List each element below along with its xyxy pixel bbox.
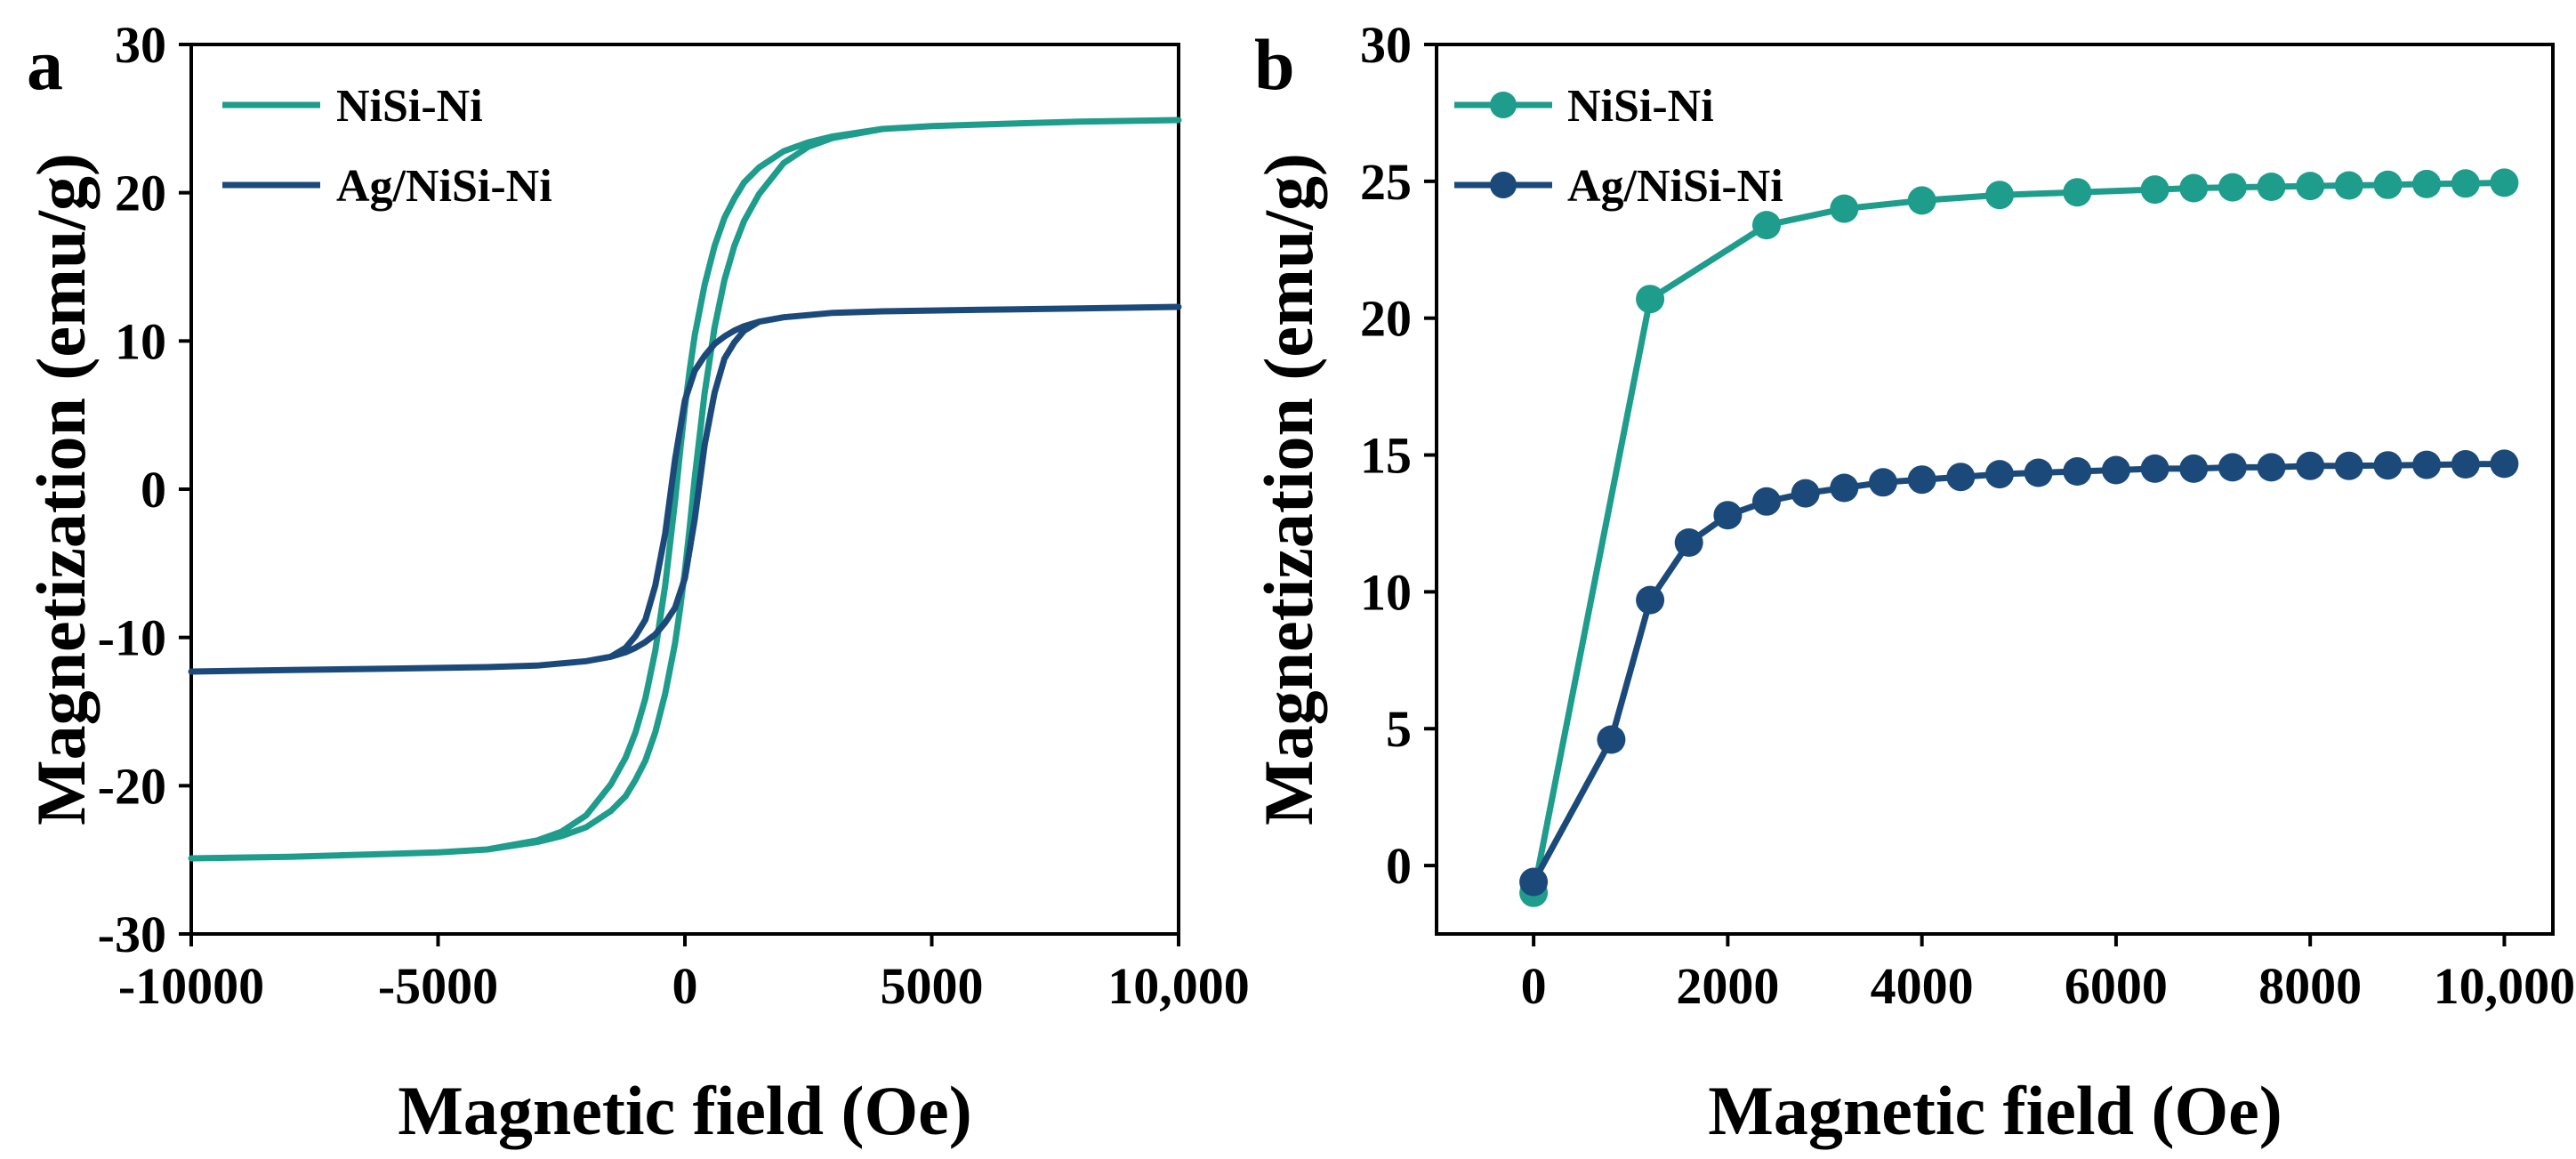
panel-b-data-point-nisi-ni (2257, 173, 2286, 201)
panel-b-data-point-ag-nisi-ni (1907, 465, 1936, 495)
panel-b-legend-label-ag-nisi-ni: Ag/NiSi-Ni (1567, 161, 1783, 212)
panel-b-data-point-nisi-ni (2063, 178, 2092, 207)
panel-b-y-tick-label: 5 (1386, 700, 1412, 758)
panel-a-y-tick-label: 20 (115, 165, 166, 222)
panel-b-legend-marker-ag-nisi-ni (1490, 172, 1517, 198)
panel-b-y-tick-label: 25 (1360, 153, 1412, 211)
panel-a-axes: -10000 -5000 0 5000 10,000 -30 -20 -10 0 10 20 30 (98, 16, 1250, 1015)
panel-b-legend-marker-nisi-ni (1490, 92, 1517, 118)
panel-b-data-point-ag-nisi-ni (1985, 460, 2014, 489)
panel-b-data-point-ag-nisi-ni (1597, 725, 1626, 754)
panel-b-data-point-nisi-ni (2296, 172, 2325, 201)
panel-b-plot-frame (1435, 43, 2555, 936)
panel-b-data-point-nisi-ni (2218, 173, 2247, 202)
panel-b-data-point-nisi-ni (2179, 173, 2209, 203)
panel-b-data-point-ag-nisi-ni (1713, 501, 1743, 530)
panel-b-data-point-ag-nisi-ni (2101, 455, 2130, 485)
panel-b-data-point-ag-nisi-ni (2257, 453, 2286, 482)
panel-b-series-line-ag-nisi-ni (1530, 460, 2508, 885)
panel-a-series-group (188, 117, 1182, 862)
panel-b-data-point-ag-nisi-ni (2412, 450, 2442, 479)
panel-a-series-line-nisi-ni (188, 117, 1182, 862)
panel-b-data-point-nisi-ni (2490, 168, 2519, 197)
panel-b-legend-label-nisi-ni: NiSi-Ni (1567, 81, 1714, 132)
panel-a-legend-label-ag-nisi-ni: Ag/NiSi-Ni (336, 161, 552, 212)
panel-a-label: a (27, 24, 63, 105)
panel-b-y-tick-label: 20 (1360, 290, 1412, 348)
panel-b-series-group (1519, 168, 2519, 907)
panel-a-x-tick-label: 5000 (881, 957, 984, 1015)
panel-b-data-point-ag-nisi-ni (2451, 450, 2480, 479)
panel-b-y-axis-title: Magnetization (emu/g) (1250, 153, 1327, 825)
panel-b-data-point-ag-nisi-ni (2179, 454, 2209, 483)
panel-a-x-axis-title: Magnetic field (Oe) (398, 1072, 971, 1149)
panel-b-data-point-ag-nisi-ni (2140, 454, 2169, 483)
panel-b-data-point-nisi-ni (1752, 211, 1781, 240)
panel-b-y-tick-label: 10 (1360, 563, 1412, 621)
panel-b-data-point-nisi-ni (1985, 181, 2014, 210)
panel-a-legend-label-nisi-ni: NiSi-Ni (336, 81, 483, 132)
panel-b-data-point-ag-nisi-ni (2490, 449, 2519, 479)
panel-b-data-point-ag-nisi-ni (2296, 451, 2325, 480)
panel-b-x-tick-label: 8000 (2258, 957, 2362, 1015)
panel-b-x-tick-label: 2000 (1676, 957, 1779, 1015)
panel-a-y-tick-label: -10 (98, 609, 166, 667)
panel-b-x-axis-title: Magnetic field (Oe) (1708, 1072, 2282, 1149)
panel-a-y-axis-title: Magnetization (emu/g) (22, 153, 100, 825)
panel-a-y-tick-label: 0 (141, 461, 166, 519)
panel-a-y-tick-label: -30 (98, 905, 166, 963)
panel-b-x-tick-label: 4000 (1871, 957, 1974, 1015)
panel-b-y-tick-label: 0 (1386, 837, 1412, 895)
panel-b-data-point-nisi-ni (2140, 175, 2169, 205)
panel-b-x-tick-label: 6000 (2065, 957, 2168, 1015)
panel-b: b 0 2000 4000 6000 8000 10,000 0 5 10 15 20 25 30 Ni… (1250, 16, 2575, 1149)
panel-b-data-point-ag-nisi-ni (2218, 453, 2247, 482)
panel-b-x-tick-label: 10,000 (2434, 957, 2576, 1015)
panel-b-data-point-nisi-ni (2373, 170, 2403, 199)
panel-a-x-tick-label: -5000 (378, 957, 498, 1015)
panel-b-data-point-nisi-ni (1636, 285, 1665, 314)
panel-b-data-point-ag-nisi-ni (1946, 463, 1976, 492)
panel-b-data-point-ag-nisi-ni (1636, 585, 1665, 615)
panel-b-legend: NiSi-Ni Ag/NiSi-Ni (1454, 81, 1783, 212)
panel-a-y-tick-label: 10 (115, 312, 166, 370)
panel-b-data-point-nisi-ni (1907, 186, 1936, 215)
panel-a-x-tick-label: 0 (672, 957, 698, 1015)
panel-a-y-tick-label: -20 (98, 757, 166, 815)
panel-b-y-tick-label: 15 (1360, 427, 1412, 485)
panel-b-y-tick-label: 30 (1360, 16, 1412, 74)
panel-b-x-tick-label: 0 (1521, 957, 1547, 1015)
panel-b-data-point-nisi-ni (2334, 171, 2363, 200)
panel-a-series-line-ag-nisi-ni (188, 303, 1182, 675)
panel-a-x-tick-label: 10,000 (1107, 957, 1250, 1015)
panel-a-y-tick-label: 30 (115, 16, 166, 74)
panel-b-data-point-ag-nisi-ni (2373, 451, 2403, 480)
panel-b-data-point-ag-nisi-ni (1674, 528, 1703, 557)
panel-b-axes: 0 2000 4000 6000 8000 10,000 0 5 10 15 20 25 30 (1360, 16, 2575, 1015)
panel-a-legend: NiSi-Ni Ag/NiSi-Ni (222, 81, 552, 212)
panel-b-data-point-ag-nisi-ni (2024, 458, 2053, 487)
panel-b-data-point-ag-nisi-ni (1830, 473, 1859, 503)
panel-b-data-point-ag-nisi-ni (2063, 457, 2092, 486)
panel-a-x-tick-label: -10000 (118, 957, 264, 1015)
panel-b-label: b (1254, 24, 1295, 105)
panel-a: a -10000 -5000 0 5000 10,000 -30 -20 -10 0 10 20 30… (22, 16, 1250, 1149)
panel-b-data-point-ag-nisi-ni (1869, 468, 1897, 497)
panel-b-data-point-nisi-ni (2451, 169, 2480, 198)
panel-b-data-point-ag-nisi-ni (1519, 867, 1549, 897)
panel-b-data-point-ag-nisi-ni (1791, 479, 1820, 508)
panel-b-data-point-nisi-ni (2412, 169, 2442, 198)
panel-b-data-point-ag-nisi-ni (2334, 451, 2363, 480)
panel-b-data-point-ag-nisi-ni (1752, 487, 1781, 516)
panel-b-data-point-nisi-ni (1830, 194, 1859, 223)
